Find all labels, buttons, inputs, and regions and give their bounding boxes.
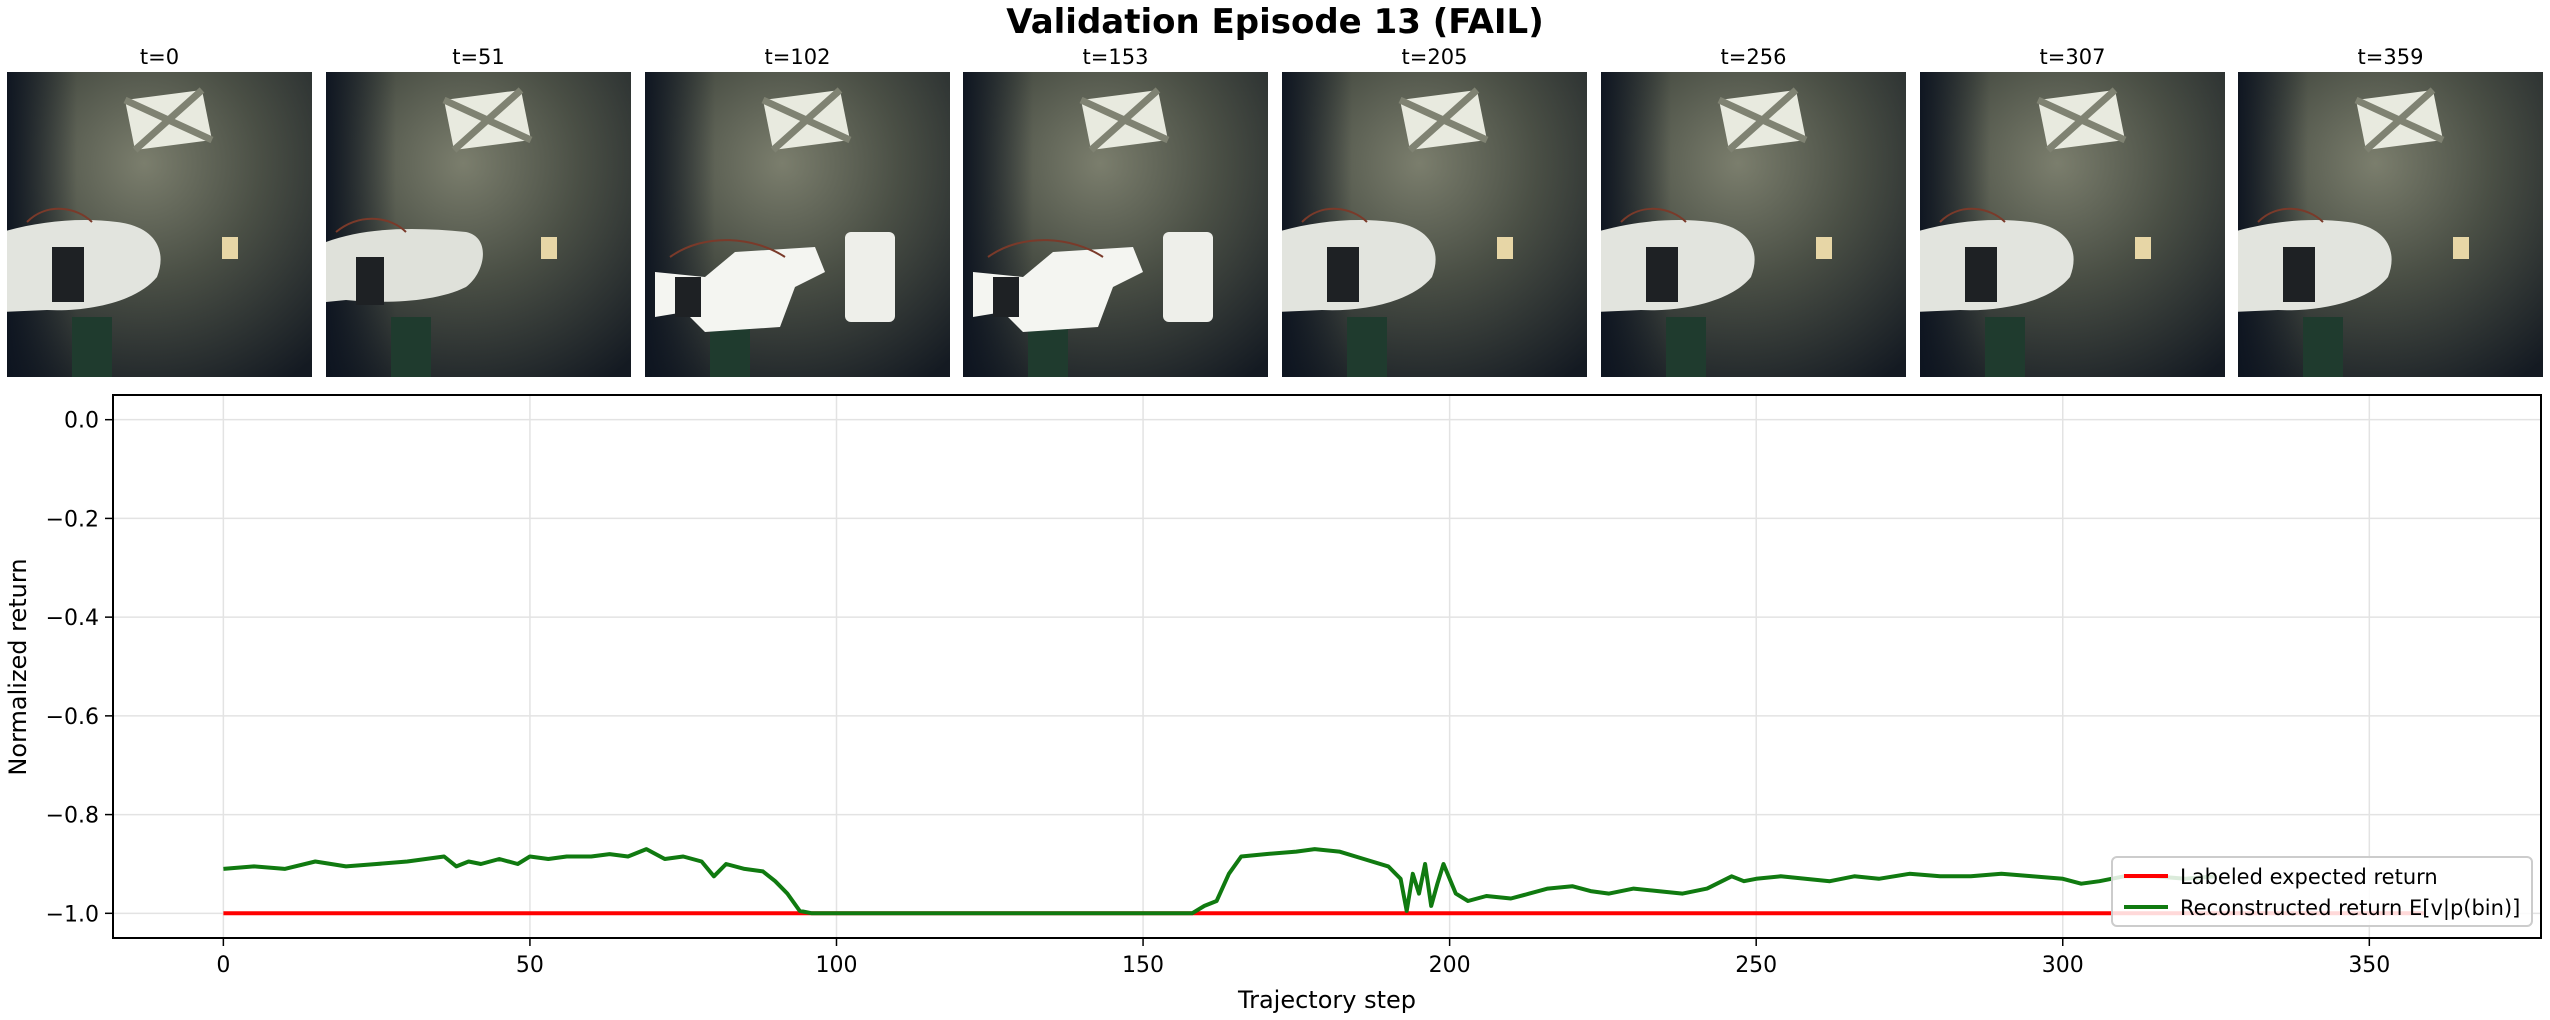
reconstructed-return-line xyxy=(223,847,2217,916)
legend-label-labeled: Labeled expected return xyxy=(2180,865,2438,889)
x-tick-label: 200 xyxy=(1429,953,1471,978)
frame-label: t=256 xyxy=(1720,45,1787,69)
x-tick-label: 50 xyxy=(516,953,544,978)
legend: Labeled expected return Reconstructed re… xyxy=(2111,856,2533,927)
x-tick-label: 150 xyxy=(1122,953,1164,978)
frame-panel: t=102 xyxy=(645,42,950,377)
frame-panel: t=153 xyxy=(963,42,1268,377)
frame-panel: t=307 xyxy=(1920,42,2225,377)
plot-area xyxy=(113,395,2541,938)
plot-frame xyxy=(112,394,2542,939)
y-tick-label: 0.0 xyxy=(64,409,99,434)
frame-panel: t=51 xyxy=(326,42,631,377)
figure-title: Validation Episode 13 (FAIL) xyxy=(1006,2,1544,42)
frame-panel: t=256 xyxy=(1601,42,1906,377)
frame-label: t=102 xyxy=(764,45,831,69)
x-tick-label: 250 xyxy=(1735,953,1777,978)
legend-label-reconstructed: Reconstructed return E[v|p(bin)] xyxy=(2180,896,2520,921)
frame-panel: t=0 xyxy=(7,42,312,377)
y-axis-label: Normalized return xyxy=(4,558,32,775)
frame-panel: t=359 xyxy=(2238,42,2543,377)
x-tick-label: 350 xyxy=(2348,953,2390,978)
y-tick-label: −0.6 xyxy=(46,705,99,730)
y-tick-label: −0.2 xyxy=(46,507,99,532)
y-tick-label: −0.4 xyxy=(46,606,99,631)
frame-label: t=359 xyxy=(2357,45,2424,69)
frame-label: t=205 xyxy=(1401,45,1468,69)
frame-label: t=0 xyxy=(139,45,180,69)
frame-label: t=51 xyxy=(452,45,505,69)
x-tick-label: 300 xyxy=(2042,953,2084,978)
y-tick-label: −1.0 xyxy=(46,902,99,927)
legend-box xyxy=(2111,856,2533,927)
frame-label: t=307 xyxy=(2039,45,2106,69)
x-axis-label: Trajectory step xyxy=(1237,986,1416,1014)
x-tick-label: 100 xyxy=(815,953,857,978)
y-tick-label: −0.8 xyxy=(46,804,99,829)
frame-panel: t=205 xyxy=(1282,42,1587,377)
frame-label: t=153 xyxy=(1082,45,1149,69)
x-tick-label: 0 xyxy=(216,953,230,978)
